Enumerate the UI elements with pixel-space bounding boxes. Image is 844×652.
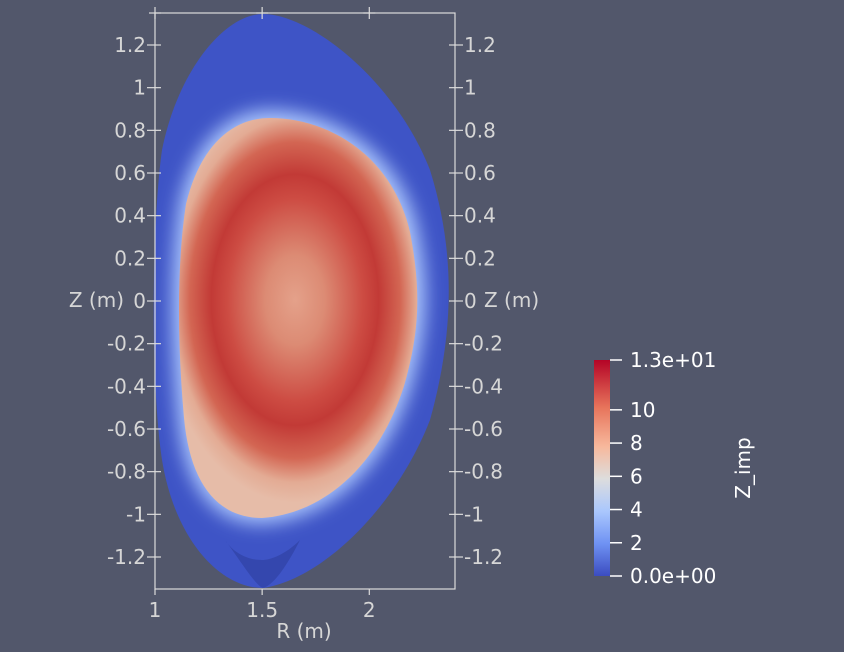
colorbar-tick-label: 10 xyxy=(630,398,655,422)
y-tick-label-right: 1 xyxy=(464,76,477,100)
x-axis-title: R (m) xyxy=(276,619,331,643)
x-axis: 1 1.5 2 xyxy=(149,7,376,622)
y-tick-label-left: -1.2 xyxy=(107,545,146,569)
y-tick-label-left: 1 xyxy=(133,76,146,100)
y-axis-title-left: Z (m) xyxy=(69,288,124,312)
lower-dark-patch xyxy=(225,540,300,588)
y-tick-label-left: 0.4 xyxy=(114,204,146,228)
colorbar-ticks: 1.3e+01 10 8 6 4 2 0.0e+00 xyxy=(610,348,716,588)
x-tick-label: 1 xyxy=(149,598,162,622)
y-tick-label-left: 1.2 xyxy=(114,33,146,57)
y-tick-label-left: 0.8 xyxy=(114,118,146,142)
plasma-field xyxy=(153,14,449,588)
y-axis-title-right: Z (m) xyxy=(484,288,539,312)
y-tick-label-right: -0.2 xyxy=(464,332,503,356)
y-tick-label-right: -1 xyxy=(464,502,484,526)
y-tick-label-right: -0.4 xyxy=(464,374,503,398)
y-tick-label-left: -0.6 xyxy=(107,417,146,441)
colorbar-title: Z_imp xyxy=(731,437,755,498)
y-tick-label-right: 0.4 xyxy=(464,204,496,228)
y-tick-label-right: -0.6 xyxy=(464,417,503,441)
y-tick-label-right: 0.2 xyxy=(464,246,496,270)
colorbar: 1.3e+01 10 8 6 4 2 0.0e+00 Z_imp xyxy=(594,348,755,588)
y-tick-label-left: -0.8 xyxy=(107,460,146,484)
x-tick-label: 1.5 xyxy=(246,598,278,622)
colorbar-tick-label: 2 xyxy=(630,531,643,555)
y-tick-label-right: 0 xyxy=(464,289,477,313)
colorbar-tick-label: 6 xyxy=(630,464,643,488)
y-tick-label-left: -0.4 xyxy=(107,374,146,398)
y-tick-label-left: 0 xyxy=(133,289,146,313)
y-tick-label-right: -0.8 xyxy=(464,460,503,484)
colorbar-tick-label: 1.3e+01 xyxy=(630,348,716,372)
x-tick-label: 2 xyxy=(363,598,376,622)
y-tick-label-right: 1.2 xyxy=(464,33,496,57)
colorbar-ramp xyxy=(594,360,610,576)
y-tick-label-left: 0.2 xyxy=(114,246,146,270)
colorbar-tick-label: 8 xyxy=(630,431,643,455)
colorbar-tick-label: 4 xyxy=(630,498,643,522)
y-axis: 1.2 1.2 1 1 0.8 0.8 0.6 0.6 0.4 0.4 0.2 0.2 0 0 -0.2 -0… xyxy=(107,33,503,569)
y-tick-label-left: -0.2 xyxy=(107,332,146,356)
y-tick-label-right: 0.8 xyxy=(464,118,496,142)
core-region xyxy=(178,118,418,518)
y-tick-label-right: 0.6 xyxy=(464,161,496,185)
y-tick-label-left: 0.6 xyxy=(114,161,146,185)
colorbar-tick-label: 0.0e+00 xyxy=(630,564,716,588)
y-tick-label-right: -1.2 xyxy=(464,545,503,569)
y-tick-label-left: -1 xyxy=(126,502,146,526)
